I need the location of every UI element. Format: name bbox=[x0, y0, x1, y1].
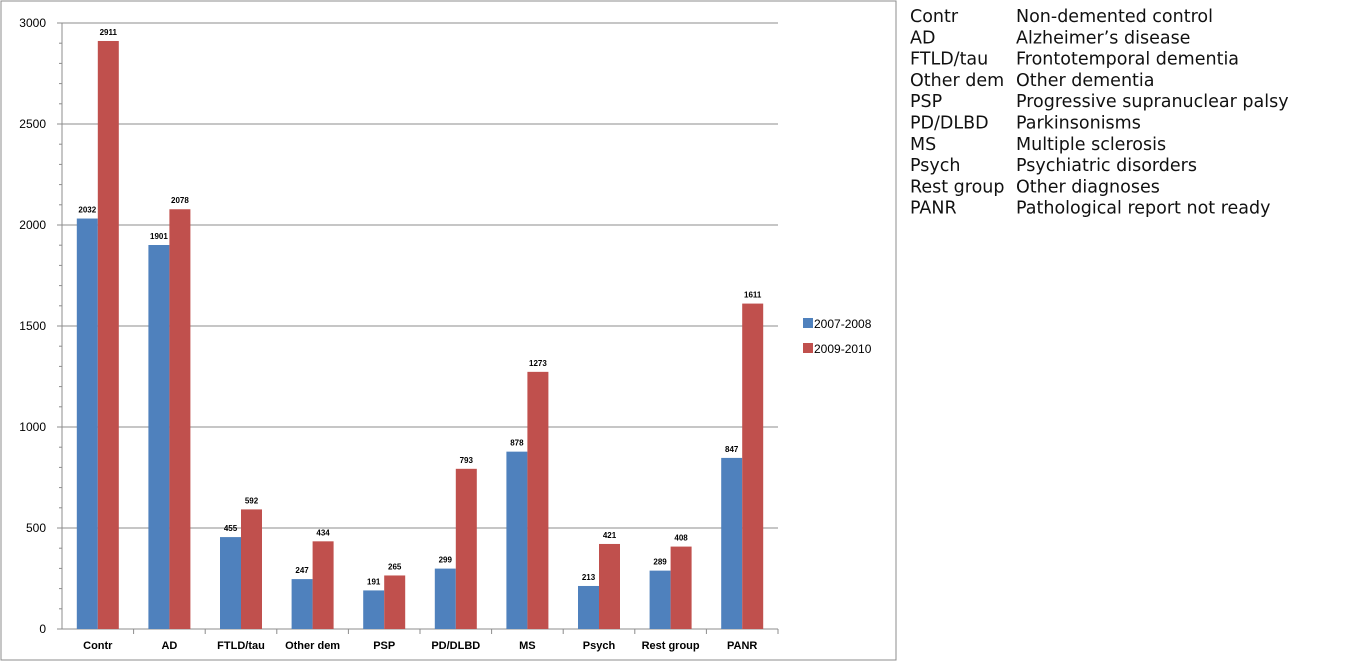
data-labels: 2032 2911 1901 2078 455 592 247 434 191 265 299 793… bbox=[78, 28, 762, 586]
bar bbox=[721, 457, 743, 629]
x-tick-label: Other dem bbox=[285, 640, 340, 652]
abbreviation-description: Other diagnoses bbox=[1016, 177, 1160, 197]
abbreviation-term: Psych bbox=[910, 156, 960, 176]
bars bbox=[76, 40, 764, 630]
data-label: 299 bbox=[439, 556, 453, 565]
bar bbox=[742, 303, 764, 629]
bar bbox=[241, 509, 262, 629]
bar bbox=[455, 468, 477, 629]
legend-label: 2009-2010 bbox=[814, 342, 872, 356]
bar bbox=[312, 541, 334, 629]
data-label: 2032 bbox=[78, 206, 96, 215]
bar bbox=[76, 218, 98, 629]
bar bbox=[148, 244, 170, 630]
data-label: 434 bbox=[316, 528, 330, 537]
x-tick-label: Contr bbox=[83, 640, 113, 652]
data-label: 847 bbox=[725, 445, 739, 454]
data-label: 455 bbox=[224, 524, 238, 533]
bar bbox=[599, 543, 620, 629]
abbreviation-description: Parkinsonisms bbox=[1016, 114, 1141, 134]
bar bbox=[578, 585, 599, 629]
data-label: 247 bbox=[295, 566, 309, 575]
x-tick-label: AD bbox=[161, 640, 177, 652]
data-label: 289 bbox=[653, 558, 667, 567]
abbreviation-description: Psychiatric disorders bbox=[1016, 156, 1197, 176]
abbreviation-description: Alzheimer’s disease bbox=[1016, 28, 1190, 48]
x-tick-label: Rest group bbox=[642, 640, 700, 652]
y-tick-label: 1500 bbox=[19, 319, 46, 333]
abbreviation-term: PANR bbox=[910, 199, 957, 219]
abbreviation-description: Multiple sclerosis bbox=[1016, 135, 1166, 155]
abbreviation-description: Frontotemporal dementia bbox=[1016, 50, 1239, 70]
bar bbox=[220, 537, 241, 629]
abbreviation-term: PSP bbox=[910, 92, 942, 112]
y-tick-label: 500 bbox=[26, 521, 46, 535]
bar bbox=[363, 590, 385, 629]
legend-swatch bbox=[803, 318, 813, 328]
data-label: 213 bbox=[582, 573, 596, 582]
abbreviation-description: Pathological report not ready bbox=[1016, 199, 1270, 219]
bar bbox=[169, 209, 191, 629]
data-label: 265 bbox=[388, 562, 402, 571]
bar bbox=[649, 570, 671, 629]
legend-swatch bbox=[803, 343, 813, 353]
data-label: 2078 bbox=[171, 196, 189, 205]
abbreviation-description: Progressive supranuclear palsy bbox=[1016, 92, 1289, 112]
x-tick-label: PD/DLBD bbox=[431, 640, 480, 652]
x-tick-label: PANR bbox=[727, 640, 757, 652]
x-tick-label: PSP bbox=[373, 640, 395, 652]
abbreviation-list: Contr Non-demented control AD Alzheimer’s d… bbox=[910, 7, 1289, 219]
data-label: 1273 bbox=[529, 359, 547, 368]
axes: 0 500 1000 1500 2000 2500 3000 Contr AD FTLD/tau O… bbox=[19, 16, 779, 652]
data-label: 191 bbox=[367, 577, 381, 586]
abbreviation-term: FTLD/tau bbox=[910, 50, 988, 70]
legend: 2007-2008 2009-2010 bbox=[803, 317, 872, 356]
abbreviation-term: Other dem bbox=[910, 71, 1004, 91]
y-tick-label: 2500 bbox=[19, 117, 46, 131]
y-tick-label: 1000 bbox=[19, 420, 46, 434]
bar bbox=[384, 575, 406, 629]
abbreviation-term: AD bbox=[910, 28, 935, 48]
abbreviation-description: Other dementia bbox=[1016, 71, 1154, 91]
abbreviation-description: Non-demented control bbox=[1016, 7, 1213, 27]
abbreviation-term: Rest group bbox=[910, 177, 1005, 197]
data-label: 1901 bbox=[150, 232, 168, 241]
x-tick-label: FTLD/tau bbox=[217, 640, 265, 652]
abbreviation-term: MS bbox=[910, 135, 936, 155]
data-label: 408 bbox=[674, 534, 688, 543]
data-label: 793 bbox=[460, 456, 474, 465]
legend-label: 2007-2008 bbox=[814, 317, 872, 331]
abbreviation-term: PD/DLBD bbox=[910, 114, 989, 134]
data-label: 421 bbox=[603, 531, 617, 540]
x-tick-label: MS bbox=[519, 640, 536, 652]
y-tick-label: 0 bbox=[39, 622, 46, 636]
bar bbox=[97, 40, 119, 629]
y-tick-label: 3000 bbox=[19, 16, 46, 30]
bar bbox=[434, 568, 456, 629]
bar bbox=[291, 579, 313, 629]
bar bbox=[670, 546, 692, 629]
y-tick-label: 2000 bbox=[19, 218, 46, 232]
bar bbox=[506, 451, 528, 629]
data-label: 592 bbox=[245, 496, 259, 505]
x-tick-label: Psych bbox=[583, 640, 616, 652]
data-label: 1611 bbox=[744, 291, 762, 300]
data-label: 2911 bbox=[100, 28, 118, 37]
abbreviation-term: Contr bbox=[910, 7, 959, 27]
bar bbox=[527, 371, 549, 629]
data-label: 878 bbox=[510, 439, 524, 448]
